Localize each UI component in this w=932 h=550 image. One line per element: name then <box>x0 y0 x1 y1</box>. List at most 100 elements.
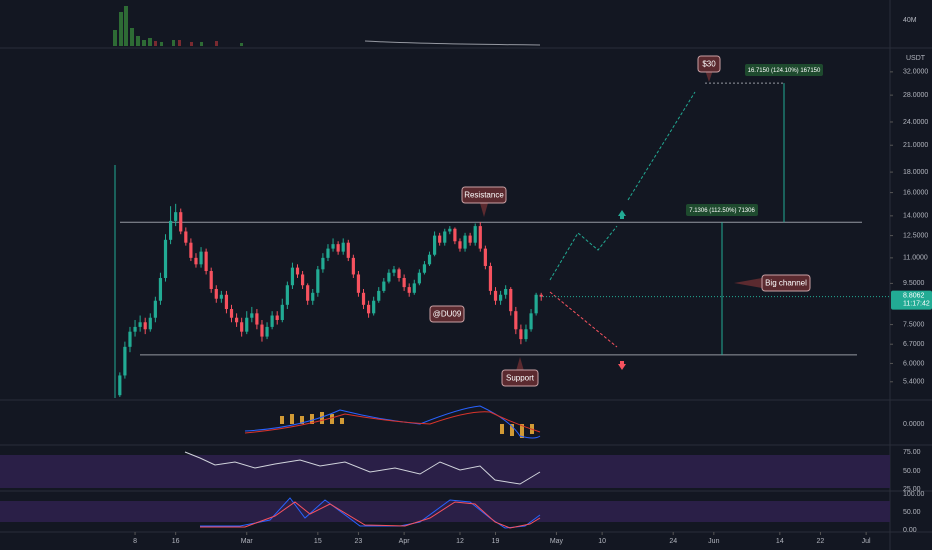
candle-body <box>199 251 203 265</box>
candle-body <box>275 315 279 320</box>
candle-body <box>133 326 137 332</box>
candle-body <box>498 294 503 301</box>
candle-body <box>316 269 320 293</box>
candle-body <box>504 288 508 295</box>
candle-body <box>326 248 330 258</box>
x-tick-label: 23 <box>355 538 363 545</box>
stoch-band <box>0 501 890 522</box>
candle-body <box>179 212 183 232</box>
bull-path <box>549 225 618 281</box>
measure-channel-label: 7.1306 (112.50%) 71306 <box>689 208 755 214</box>
candle-body <box>245 317 249 332</box>
candle-body <box>427 254 432 265</box>
x-tick-label: 22 <box>817 538 825 545</box>
x-tick-label: May <box>550 538 564 545</box>
macd-tick: 0.0000 <box>903 421 925 428</box>
candle-body <box>509 288 513 312</box>
stoch-tick: 100.00 <box>903 491 925 498</box>
x-tick-label: 12 <box>456 538 464 545</box>
callout-tail <box>734 278 762 288</box>
callout-tail <box>705 70 713 82</box>
target-path <box>627 91 696 201</box>
candle-body <box>366 304 371 314</box>
candle-body <box>412 283 416 293</box>
candle-body <box>397 269 401 278</box>
candle-body <box>168 220 173 240</box>
candle-body <box>372 300 376 314</box>
candle-body <box>524 329 528 340</box>
candle-body <box>534 294 538 314</box>
candle-body <box>539 294 543 297</box>
channel-label-box <box>761 274 811 292</box>
x-tick-label: 14 <box>776 538 784 545</box>
candle-body <box>163 239 168 278</box>
candle-body <box>341 242 345 252</box>
candle-body <box>158 277 163 301</box>
up-arrow <box>618 210 626 219</box>
bear-path <box>549 291 618 348</box>
macd-histogram <box>280 412 534 438</box>
candle-body <box>194 257 198 265</box>
last-price-box <box>891 290 932 310</box>
signal-line <box>244 411 541 434</box>
x-tick-label: 16 <box>172 538 180 545</box>
candle-body <box>417 272 421 284</box>
author-label: @DU09 <box>433 310 462 319</box>
candle-body <box>153 300 157 318</box>
candle-body <box>336 244 340 252</box>
candle-body <box>240 322 244 332</box>
x-tick-label: Jul <box>862 538 871 545</box>
candle-body <box>468 235 472 243</box>
target-label: $30 <box>702 60 716 69</box>
y-tick-label: 9.5000 <box>903 280 925 287</box>
candle-body <box>443 231 447 243</box>
y-tick-label: 28.0000 <box>903 92 928 99</box>
candle-body <box>407 287 411 293</box>
down-arrow <box>618 361 626 370</box>
volume-bars <box>113 6 243 46</box>
channel-label: Big channel <box>765 279 807 288</box>
candle-body <box>351 257 355 275</box>
y-tick-label: 24.0000 <box>903 119 928 126</box>
candle-body <box>331 244 335 249</box>
candle-body <box>356 274 361 293</box>
volume-tick: 40M <box>903 17 917 24</box>
candle-body <box>295 267 300 275</box>
candle-body <box>260 324 264 337</box>
x-tick-label: 15 <box>314 538 322 545</box>
candle-body <box>265 326 269 337</box>
candle-body <box>300 274 305 286</box>
support-label: Support <box>506 374 535 383</box>
callout-tail <box>480 203 488 217</box>
candle-body <box>402 277 406 288</box>
candle-body <box>148 317 152 330</box>
y-tick-label: 6.0000 <box>903 360 925 367</box>
rsi-line <box>184 451 541 485</box>
candle-body <box>311 292 315 301</box>
candle-body <box>143 322 147 330</box>
candle-body <box>321 257 325 270</box>
candle-body <box>306 285 310 301</box>
x-tick-label: 10 <box>598 538 606 545</box>
candle-body <box>184 231 188 243</box>
candle-body <box>422 264 427 273</box>
candle-body <box>438 235 442 243</box>
y-tick-label: 32.0000 <box>903 69 928 76</box>
candle-body <box>483 248 487 266</box>
candle-body <box>493 290 498 301</box>
y-tick-label: 6.7000 <box>903 341 925 348</box>
resistance-label: Resistance <box>464 191 504 200</box>
candle-body <box>214 288 218 299</box>
candle-body <box>392 269 396 273</box>
y-tick-label: 16.0000 <box>903 189 928 196</box>
support-label-box <box>501 369 539 387</box>
candle-body <box>361 292 366 305</box>
candle-body <box>432 235 437 255</box>
candle-body <box>519 329 523 340</box>
candle-body <box>377 290 381 301</box>
x-tick-label: 8 <box>133 538 137 545</box>
stoch-tick: 0.00 <box>903 527 917 534</box>
candle-body <box>478 226 482 249</box>
resistance-label-box <box>461 186 507 204</box>
